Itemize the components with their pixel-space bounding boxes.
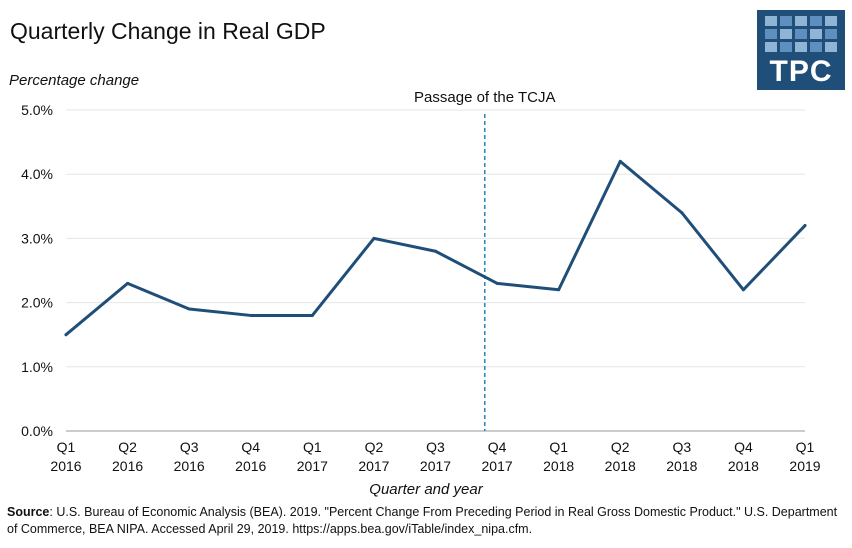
y-axis-title: Percentage change	[9, 72, 140, 89]
data-point	[434, 249, 437, 253]
y-tick-label: 3.0%	[21, 230, 53, 246]
x-axis-title: Quarter and year	[369, 481, 483, 498]
x-tick-label-year: 2018	[728, 458, 759, 474]
chart-title: Quarterly Change in Real GDP	[10, 18, 326, 44]
tpc-logo: TPC	[757, 10, 845, 90]
x-tick-label-quarter: Q1	[796, 439, 815, 455]
data-point	[680, 211, 684, 215]
source-label: Source	[7, 505, 50, 519]
x-tick-label-quarter: Q3	[180, 439, 199, 455]
y-tick-label: 1.0%	[21, 359, 53, 375]
tcja-annotation-label: Passage of the TCJA	[414, 89, 555, 106]
x-tick-label-quarter: Q3	[672, 439, 691, 455]
data-point	[803, 224, 807, 228]
y-tick-label: 5.0%	[21, 102, 53, 118]
y-tick-label: 4.0%	[21, 166, 53, 182]
y-tick-label: 0.0%	[21, 423, 53, 439]
data-point	[249, 313, 253, 317]
x-tick-label-quarter: Q4	[488, 439, 507, 455]
x-tick-label-year: 2016	[112, 458, 143, 474]
x-tick-label-year: 2017	[358, 458, 389, 474]
x-tick-label-quarter: Q2	[611, 439, 630, 455]
x-tick-label-year: 2018	[666, 458, 697, 474]
x-tick-label-quarter: Q4	[241, 439, 260, 455]
y-tick-label: 2.0%	[21, 295, 53, 311]
data-point	[126, 281, 130, 285]
data-point	[310, 313, 314, 317]
data-point	[618, 159, 622, 163]
x-tick-label-year: 2017	[420, 458, 451, 474]
x-tick-label-quarter: Q1	[549, 439, 568, 455]
source-note: Source: U.S. Bureau of Economic Analysis…	[7, 504, 845, 538]
x-tick-label-year: 2016	[50, 458, 81, 474]
x-tick-label-quarter: Q2	[365, 439, 384, 455]
x-tick-label-quarter: Q2	[118, 439, 137, 455]
x-tick-label-quarter: Q1	[57, 439, 76, 455]
logo-grid-icon	[765, 16, 837, 52]
x-tick-label-year: 2016	[235, 458, 266, 474]
x-tick-label-year: 2017	[297, 458, 328, 474]
x-tick-label-year: 2017	[482, 458, 513, 474]
series-line	[64, 159, 807, 337]
logo-wordmark: TPC	[769, 55, 833, 88]
data-point	[372, 236, 376, 240]
source-text: : U.S. Bureau of Economic Analysis (BEA)…	[7, 505, 838, 536]
x-tick-label-quarter: Q1	[303, 439, 322, 455]
data-point	[557, 288, 561, 292]
data-point	[64, 333, 68, 337]
data-point	[741, 288, 745, 292]
data-point	[187, 307, 191, 311]
x-tick-label-year: 2018	[605, 458, 636, 474]
x-tick-label-year: 2019	[789, 458, 820, 474]
x-tick-label-quarter: Q3	[426, 439, 445, 455]
x-tick-label-year: 2018	[543, 458, 574, 474]
x-tick-label-quarter: Q4	[734, 439, 753, 455]
data-point	[495, 281, 499, 285]
x-tick-label-year: 2016	[174, 458, 205, 474]
